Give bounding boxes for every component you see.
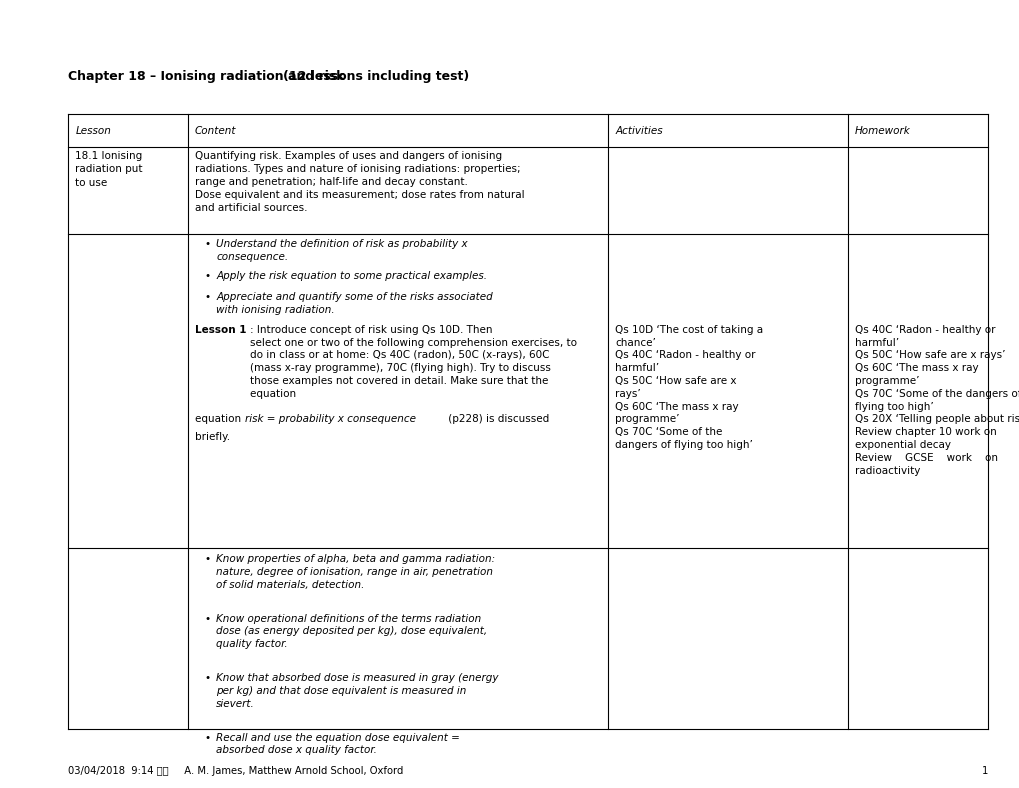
Text: •: • (204, 554, 210, 564)
Text: (12 lessons including test): (12 lessons including test) (282, 70, 469, 83)
Text: 18.1 Ionising
radiation put
to use: 18.1 Ionising radiation put to use (75, 151, 143, 188)
Text: Appreciate and quantify some of the risks associated
with ionising radiation.: Appreciate and quantify some of the risk… (216, 292, 492, 314)
Text: Homework: Homework (854, 126, 910, 136)
Text: Chapter 18 – Ionising radiation and risk: Chapter 18 – Ionising radiation and risk (68, 70, 344, 83)
Text: Quantifying risk. Examples of uses and dangers of ionising
radiations. Types and: Quantifying risk. Examples of uses and d… (195, 151, 524, 214)
Text: equation: equation (195, 414, 244, 424)
Text: Activities: Activities (614, 126, 662, 136)
Text: Lesson 1: Lesson 1 (195, 325, 246, 335)
Text: Know properties of alpha, beta and gamma radiation:
nature, degree of ionisation: Know properties of alpha, beta and gamma… (216, 554, 495, 589)
Text: •: • (204, 614, 210, 623)
Text: Recall and use the equation dose equivalent =
absorbed dose x quality factor.: Recall and use the equation dose equival… (216, 733, 460, 756)
Text: risk = probability x consequence: risk = probability x consequence (245, 414, 416, 424)
Text: •: • (204, 292, 210, 302)
Text: 1: 1 (981, 766, 987, 776)
Text: 03/04/2018  9:14 下午     A. M. James, Matthew Arnold School, Oxford: 03/04/2018 9:14 下午 A. M. James, Matthew … (68, 766, 404, 776)
Text: Know that absorbed dose is measured in gray (energy
per kg) and that dose equiva: Know that absorbed dose is measured in g… (216, 673, 498, 708)
Text: Content: Content (195, 126, 236, 136)
Text: •: • (204, 733, 210, 742)
Text: Understand the definition of risk as probability x
consequence.: Understand the definition of risk as pro… (216, 239, 468, 262)
Text: Know operational definitions of the terms radiation
dose (as energy deposited pe: Know operational definitions of the term… (216, 614, 487, 649)
Text: Lesson: Lesson (75, 126, 111, 136)
Text: •: • (204, 239, 210, 249)
Text: Qs 10D ‘The cost of taking a
chance’
Qs 40C ‘Radon - healthy or
harmful’
Qs 50C : Qs 10D ‘The cost of taking a chance’ Qs … (614, 325, 762, 450)
Text: (p228) is discussed: (p228) is discussed (444, 414, 548, 424)
Text: •: • (204, 673, 210, 683)
Text: : Introduce concept of risk using Qs 10D. Then
select one or two of the followin: : Introduce concept of risk using Qs 10D… (250, 325, 577, 399)
Text: •: • (204, 271, 210, 281)
Text: Apply the risk equation to some practical examples.: Apply the risk equation to some practica… (216, 271, 487, 281)
Text: briefly.: briefly. (195, 432, 229, 442)
Text: Qs 40C ‘Radon - healthy or
harmful’
Qs 50C ‘How safe are x rays’
Qs 60C ‘The mas: Qs 40C ‘Radon - healthy or harmful’ Qs 5… (854, 325, 1019, 476)
